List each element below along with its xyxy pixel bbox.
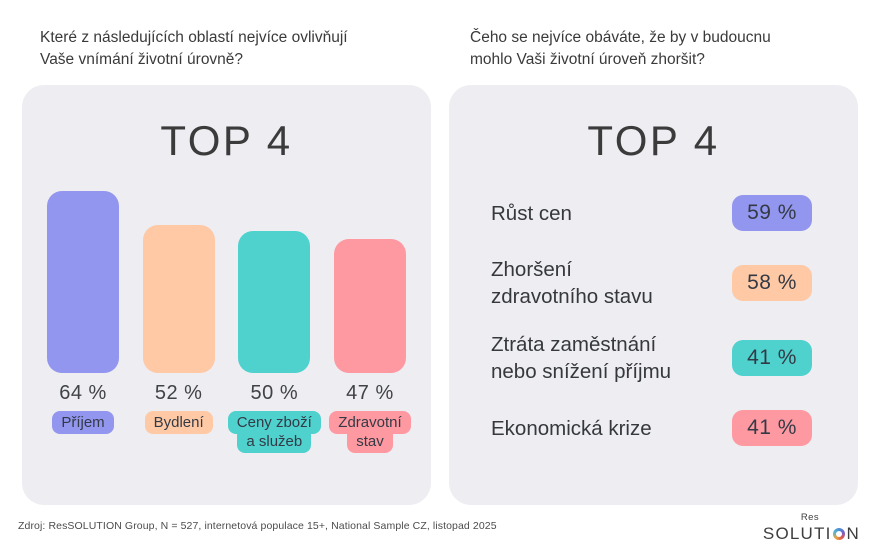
list-item-label: Ztráta zaměstnání nebo snížení příjmu [491,333,672,384]
bar-category-pill: Bydlení [144,411,213,435]
bar-bydleni [142,225,215,374]
left-panel-title: TOP 4 [160,117,293,164]
list-item-ztrata-zamestnani: Ztráta zaměstnání nebo snížení příjmu 41… [491,331,812,385]
bar-zdravotni-stav [333,239,406,374]
left-panel: TOP 4 64 % Příjem 52 % Bydlení [22,85,431,505]
bar-column-ceny-zbozi: 50 % Ceny zboží a služeb [227,191,321,454]
bar-column-bydleni: 52 % Bydlení [132,191,226,453]
logo-solution-text: SOLUTI N [762,524,860,543]
right-panel: TOP 4 Růst cen 59 % Zhoršení zdravotního… [449,85,858,505]
value-badge: 41 % [732,410,812,447]
left-panel-question: Které z následujících oblastí nejvíce ov… [40,29,348,69]
value-badge: 59 % [732,195,812,232]
list-item-ekonomicka-krize: Ekonomická krize 41 % [491,406,812,450]
bar-value-label: 47 % [346,382,394,405]
bar-value-label: 64 % [59,382,107,405]
bar-prijem [47,191,119,374]
value-badge: 58 % [732,265,812,302]
bar-category-pill: Ceny zboží a služeb [227,411,321,454]
source-note: Zdroj: ResSOLUTION Group, N = 527, inter… [18,520,497,532]
footer: Zdroj: ResSOLUTION Group, N = 527, inter… [18,512,860,544]
bar-category-pill: Příjem [52,411,114,435]
bar-chart: 64 % Příjem 52 % Bydlení 50 % Ceny zbož [22,191,431,454]
value-badge: 41 % [732,340,812,377]
logo-o-ring-icon [833,528,846,540]
list-item-label: Ekonomická krize [491,416,652,440]
list-item-label: Růst cen [491,201,572,225]
bar-column-zdravotni-stav: 47 % Zdravotní stav [323,191,417,454]
panels-container: TOP 4 64 % Příjem 52 % Bydlení [22,85,858,505]
list-item-label: Zhoršení zdravotního stavu [491,258,653,309]
bar-column-prijem: 64 % Příjem [36,191,130,453]
bar-category-pill: Zdravotní stav [329,411,411,454]
ressolution-logo: Res SOLUTI N [763,512,860,544]
list-item-zhorseni-zdravotniho-stavu: Zhoršení zdravotního stavu 58 % [491,256,812,310]
concern-list: Růst cen 59 % Zhoršení zdravotního stavu… [491,191,812,450]
right-panel-title: TOP 4 [587,117,720,164]
logo-res-text: Res [800,512,820,523]
bar-ceny-zbozi [238,231,311,374]
bar-value-label: 52 % [154,382,203,405]
bar-value-label: 50 % [250,382,299,405]
right-panel-question: Čeho se nejvíce obáváte, že by v budoucn… [470,29,771,69]
list-item-rust-cen: Růst cen 59 % [491,191,812,235]
